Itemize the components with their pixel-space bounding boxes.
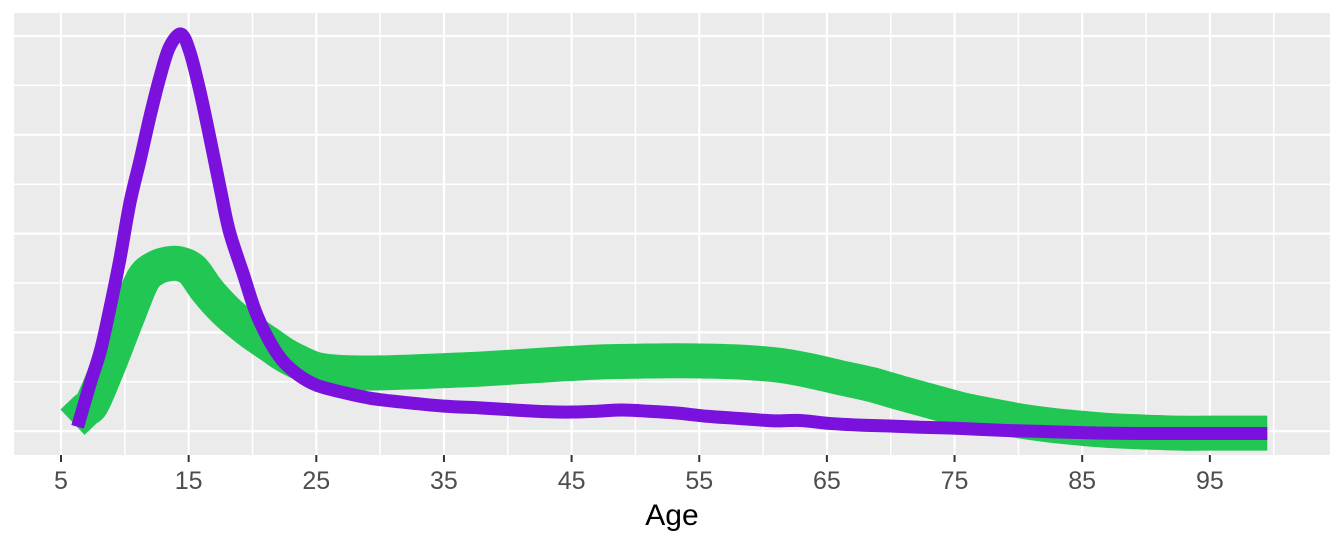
density-curve-purple_curve: [71, 27, 1268, 441]
x-axis-tick-label: 75: [941, 467, 969, 495]
x-axis-tick-label: 65: [813, 467, 841, 495]
x-axis-title: Age: [645, 499, 698, 532]
x-axis-tick-label: 15: [175, 467, 203, 495]
x-axis-tick-label: 5: [54, 467, 68, 495]
density-curve-green_curve: [60, 245, 1268, 451]
x-axis-ticks: [60, 455, 1211, 462]
density-curves: [60, 27, 1268, 451]
x-axis-tick-label: 85: [1068, 467, 1096, 495]
x-axis-tick-labels: 5 15 25 35 45 55 65 75 85 95: [54, 467, 1224, 495]
x-axis-tick-label: 25: [302, 467, 330, 495]
x-axis-tick-label: 55: [685, 467, 713, 495]
x-axis-tick-label: 95: [1196, 467, 1224, 495]
x-axis-tick-label: 35: [430, 467, 458, 495]
x-axis-tick-label: 45: [558, 467, 586, 495]
